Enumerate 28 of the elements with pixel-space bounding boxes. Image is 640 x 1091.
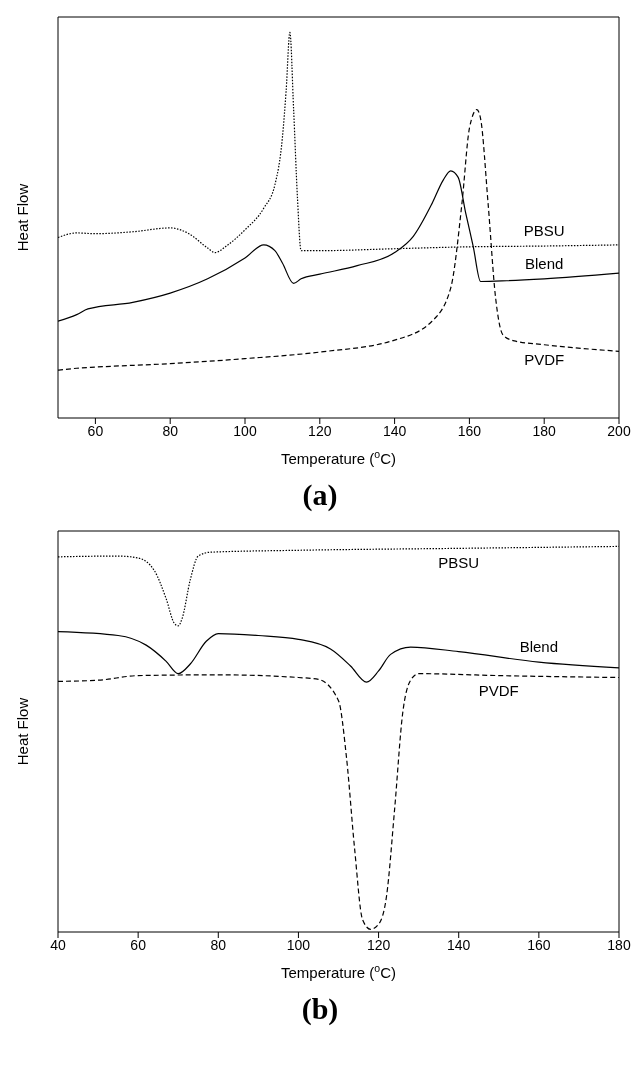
y-axis-title: Heat Flow bbox=[14, 183, 32, 252]
x-tick-label: 80 bbox=[162, 422, 179, 439]
x-tick-label: 40 bbox=[50, 936, 66, 953]
x-tick-label: 180 bbox=[607, 936, 631, 953]
series-label: Blend bbox=[519, 638, 559, 656]
x-tick-label: 140 bbox=[447, 936, 471, 953]
x-tick-label: 160 bbox=[527, 936, 551, 953]
series-label: PVDF bbox=[478, 681, 519, 699]
x-tick-label: 60 bbox=[87, 422, 104, 439]
text: (a) bbox=[301, 478, 339, 512]
x-axis-title: Temperature ($^{o}$C) bbox=[280, 448, 397, 467]
x-tick-label: 180 bbox=[532, 422, 557, 439]
series-label: PVDF bbox=[524, 350, 565, 368]
x-tick-label: 80 bbox=[210, 936, 227, 953]
x-tick-label: 120 bbox=[308, 422, 332, 439]
x-tick-label: 100 bbox=[286, 936, 311, 953]
x-axis-title: Temperature ($^{o}$C) bbox=[280, 962, 397, 981]
x-tick-label: 100 bbox=[233, 422, 257, 439]
x-tick-label: 160 bbox=[457, 422, 482, 439]
series-label: PBSU bbox=[438, 554, 480, 572]
series-label: Blend bbox=[525, 254, 564, 272]
series-label: PBSU bbox=[523, 222, 565, 240]
y-axis-title: Heat Flow bbox=[14, 697, 32, 766]
x-tick-label: 140 bbox=[382, 422, 407, 439]
x-tick-label: 200 bbox=[607, 422, 631, 439]
x-tick-label: 120 bbox=[366, 936, 391, 953]
text: (b) bbox=[300, 992, 340, 1026]
x-tick-label: 60 bbox=[130, 936, 147, 953]
